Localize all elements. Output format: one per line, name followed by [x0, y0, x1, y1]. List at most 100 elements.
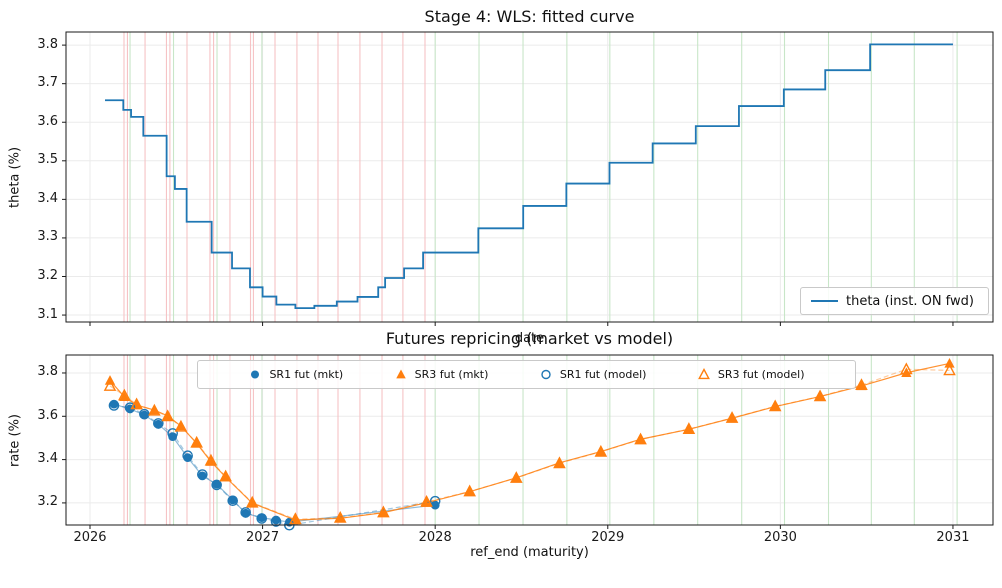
y-tick-label: 3.8	[37, 364, 58, 380]
sr3-mkt-marker-icon	[394, 368, 408, 381]
bottom-chart-legend: SR1 fut (mkt) SR3 fut (mkt) SR1 fut (mod…	[197, 360, 856, 389]
data-point-marker	[175, 420, 187, 431]
y-tick-label: 3.2	[37, 267, 58, 283]
x-tick-label: 2027	[246, 530, 280, 545]
data-point-marker	[256, 513, 268, 524]
data-point-marker	[139, 410, 149, 420]
data-point-marker	[119, 391, 130, 402]
data-point-marker	[220, 471, 231, 482]
theta-legend-label: theta (inst. ON fwd)	[846, 293, 974, 309]
rate-axis-label: rate (%)	[7, 413, 23, 468]
legend-item-sr3-mkt: SR3 fut (mkt)	[394, 368, 489, 381]
data-point-marker	[161, 409, 174, 422]
sr1-model-legend-label: SR1 fut (model)	[559, 368, 647, 381]
data-point-marker	[270, 516, 282, 527]
series-line	[109, 368, 950, 520]
data-point-marker	[682, 422, 696, 434]
ref-end-axis-label: ref_end (maturity)	[470, 545, 589, 560]
data-point-marker	[683, 423, 695, 434]
data-point-marker	[726, 412, 738, 423]
data-point-marker	[211, 479, 222, 491]
data-point-marker	[149, 404, 160, 415]
y-tick-label: 3.7	[37, 75, 58, 91]
data-point-marker	[124, 402, 136, 413]
theta-axis-label: theta (%)	[7, 146, 23, 209]
data-point-marker	[153, 418, 164, 429]
data-point-marker	[103, 379, 117, 391]
data-point-marker	[212, 479, 222, 489]
data-point-marker	[167, 428, 178, 439]
data-point-marker	[227, 495, 239, 507]
legend-item-sr3-model: SR3 fut (model)	[697, 368, 805, 381]
data-point-marker	[333, 510, 347, 523]
sr1-mkt-marker-icon	[248, 368, 262, 381]
data-point-marker	[635, 433, 646, 444]
data-point-marker	[335, 512, 346, 523]
x-tick-label: 2026	[73, 530, 107, 545]
top-chart-title: Stage 4: WLS: fitted curve	[424, 7, 635, 26]
y-tick-label: 3.4	[37, 451, 58, 467]
data-point-marker	[943, 363, 956, 376]
y-tick-label: 3.6	[37, 407, 58, 423]
data-point-marker	[944, 358, 955, 368]
data-point-marker	[725, 411, 739, 423]
y-tick-label: 3.1	[37, 306, 58, 322]
data-point-marker	[900, 362, 913, 375]
date-axis-label: date	[514, 331, 545, 346]
data-point-marker	[901, 367, 912, 377]
data-point-marker	[553, 456, 566, 469]
sr1-model-marker-icon	[539, 368, 553, 381]
data-point-marker	[463, 484, 476, 497]
data-point-marker	[421, 497, 432, 507]
data-point-marker	[108, 400, 120, 411]
data-point-marker	[430, 500, 440, 510]
x-tick-label: 2028	[418, 530, 452, 545]
data-point-marker	[148, 403, 161, 416]
data-point-marker	[257, 513, 267, 523]
data-point-marker	[174, 419, 188, 432]
data-point-marker	[153, 419, 163, 429]
y-tick-label: 3.4	[37, 190, 58, 206]
sr1-mkt-legend-label: SR1 fut (mkt)	[269, 368, 344, 381]
data-point-marker	[464, 486, 475, 496]
sr3-model-marker-icon	[697, 368, 711, 381]
data-point-marker	[191, 437, 202, 448]
data-point-marker	[554, 457, 565, 468]
bottom-chart-title: Futures repricing (market vs model)	[385, 329, 674, 348]
data-point-marker	[118, 388, 131, 401]
data-point-marker	[205, 456, 217, 466]
top-chart-legend: theta (inst. ON fwd)	[800, 287, 989, 315]
data-point-marker	[768, 399, 782, 412]
series-line	[113, 404, 436, 526]
data-point-marker	[197, 469, 208, 480]
y-tick-label: 3.6	[37, 113, 58, 129]
plot-border	[65, 31, 994, 323]
x-tick-label: 2029	[591, 530, 625, 545]
data-point-marker	[595, 446, 606, 456]
data-point-marker	[240, 507, 251, 518]
data-point-marker	[856, 380, 867, 391]
data-point-marker	[770, 401, 781, 411]
data-point-marker	[377, 505, 390, 518]
data-point-marker	[420, 494, 433, 507]
x-tick-label: 2030	[763, 530, 797, 545]
data-point-marker	[814, 391, 826, 401]
data-point-marker	[509, 471, 523, 483]
data-point-marker	[594, 444, 608, 457]
data-point-marker	[130, 397, 143, 410]
data-point-marker	[429, 495, 441, 507]
data-point-marker	[245, 495, 259, 508]
sr3-model-legend-label: SR3 fut (model)	[717, 368, 805, 381]
data-point-marker	[182, 450, 193, 462]
data-point-marker	[228, 495, 238, 505]
data-point-marker	[289, 512, 302, 525]
data-point-marker	[813, 389, 827, 402]
y-tick-label: 3.5	[37, 152, 58, 168]
data-point-marker	[162, 410, 173, 421]
sr3-mkt-legend-label: SR3 fut (mkt)	[414, 368, 489, 381]
y-tick-label: 3.3	[37, 229, 58, 245]
plot-border	[65, 354, 994, 526]
data-point-marker	[190, 435, 203, 448]
data-point-marker	[204, 453, 218, 466]
